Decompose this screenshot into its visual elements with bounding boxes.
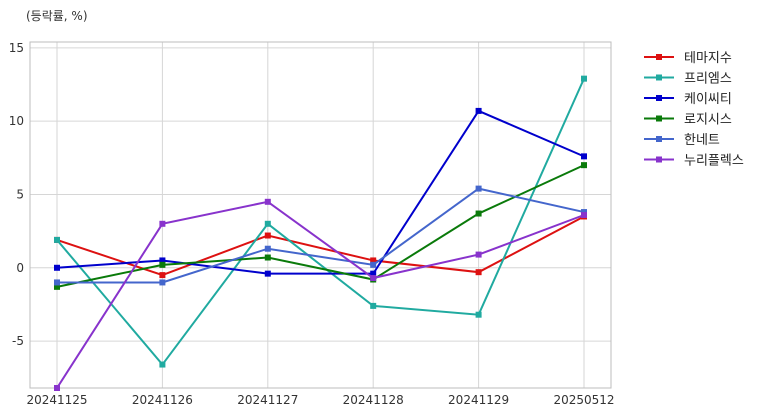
- data-point: [581, 153, 587, 160]
- plot-frame: [29, 41, 612, 389]
- series-lines: [54, 75, 587, 391]
- data-point: [54, 236, 60, 243]
- series-line: [56, 78, 585, 367]
- data-point: [475, 185, 482, 192]
- data-point: [54, 283, 60, 290]
- data-point: [159, 279, 166, 286]
- legend-label: 프리엠스: [684, 72, 732, 87]
- data-point: [264, 198, 271, 205]
- x-tick-label: 20241129: [448, 393, 509, 407]
- x-tick-label: 20241128: [343, 393, 404, 407]
- data-point: [159, 257, 166, 264]
- data-point: [264, 232, 271, 239]
- unit-label: (등락률, %): [26, 9, 88, 23]
- data-point: [581, 162, 587, 169]
- data-point: [54, 264, 60, 271]
- legend-marker: [656, 156, 662, 163]
- series-6: [54, 198, 587, 391]
- data-point: [370, 257, 377, 264]
- legend-item: 로지시스: [644, 113, 732, 128]
- legend-item: 누리플렉스: [644, 154, 744, 169]
- data-point: [370, 302, 377, 309]
- series-2: [54, 75, 587, 368]
- y-tick-label: 15: [9, 41, 24, 55]
- x-tick-label: 20241127: [237, 393, 298, 407]
- data-point: [264, 270, 271, 277]
- series-line: [56, 164, 585, 288]
- legend-label: 한네트: [684, 133, 720, 148]
- x-tick-label: 20241125: [26, 393, 87, 407]
- legend-item: 케이씨티: [644, 92, 732, 107]
- data-point: [264, 254, 271, 261]
- legend-item: 테마지수: [644, 51, 732, 66]
- x-tick-label: 20250512: [553, 393, 614, 407]
- legend-label: 테마지수: [684, 51, 732, 66]
- data-point: [159, 220, 166, 227]
- data-point: [159, 261, 166, 268]
- data-point: [54, 279, 60, 286]
- y-tick-label: 5: [16, 187, 24, 201]
- y-tick-label: 0: [16, 261, 24, 275]
- legend-label: 케이씨티: [684, 92, 732, 107]
- data-point: [475, 210, 482, 217]
- legend-item: 한네트: [644, 133, 720, 148]
- data-point: [475, 269, 482, 276]
- data-point: [581, 212, 587, 218]
- y-tick-label: 10: [9, 114, 24, 128]
- legend-marker: [656, 54, 662, 60]
- data-point: [370, 261, 377, 268]
- series-3: [54, 107, 587, 277]
- axes: -5 0 5 10 15 20241125 20241126 20241127 20241128…: [9, 41, 615, 407]
- legend-marker: [656, 95, 662, 101]
- data-point: [54, 385, 60, 391]
- data-point: [159, 361, 166, 368]
- data-point: [264, 245, 271, 252]
- series-4: [54, 162, 587, 290]
- data-point: [581, 75, 587, 82]
- data-point: [370, 270, 377, 277]
- legend-label: 로지시스: [684, 113, 732, 128]
- legend-marker: [656, 115, 662, 122]
- legend-marker: [656, 136, 662, 142]
- data-point: [264, 220, 271, 227]
- data-point: [475, 107, 482, 114]
- legend-item: 프리엠스: [644, 72, 732, 87]
- data-point: [475, 311, 482, 318]
- legend-marker: [656, 74, 662, 81]
- y-tick-label: -5: [12, 334, 24, 348]
- data-point: [475, 251, 482, 258]
- legend-label: 누리플렉스: [684, 154, 744, 169]
- data-point: [159, 272, 166, 279]
- data-point: [370, 275, 377, 282]
- series-line: [57, 187, 585, 284]
- series-line: [56, 200, 585, 389]
- series-line: [56, 109, 585, 275]
- x-tick-label: 20241126: [132, 393, 193, 407]
- grid: [30, 42, 611, 388]
